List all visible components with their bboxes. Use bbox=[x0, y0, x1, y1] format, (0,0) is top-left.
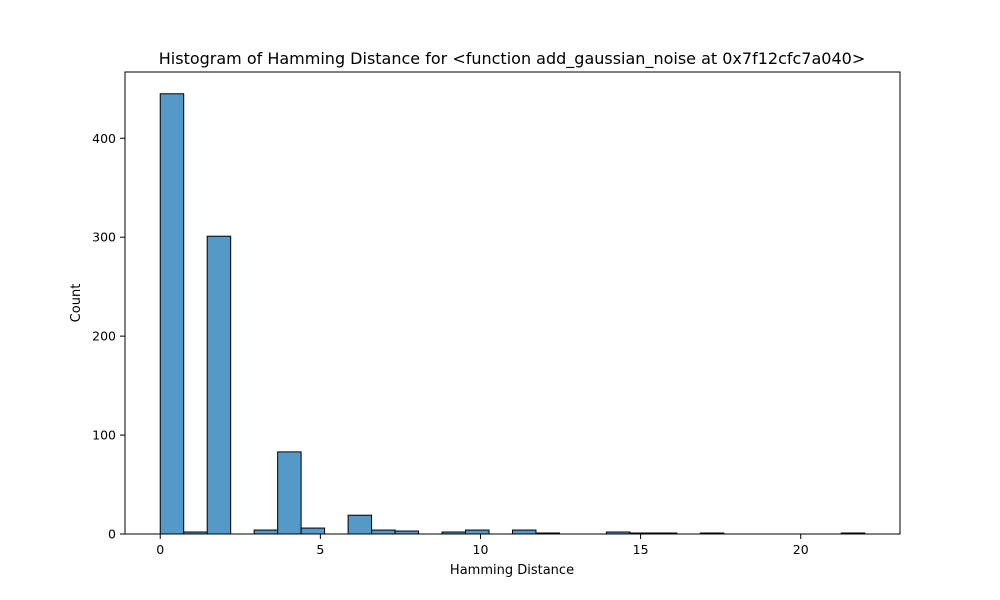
x-tick-label: 20 bbox=[793, 542, 809, 557]
histogram-bar bbox=[253, 529, 279, 535]
histogram-bar bbox=[277, 451, 302, 535]
histogram-bar bbox=[206, 235, 232, 535]
y-tick-label: 0 bbox=[108, 527, 116, 542]
x-tick-label: 15 bbox=[633, 542, 649, 557]
histogram-bar bbox=[159, 93, 185, 535]
y-tick-label: 400 bbox=[92, 131, 116, 146]
plot-frame bbox=[124, 71, 901, 535]
x-tick-label: 10 bbox=[473, 542, 489, 557]
histogram-bar bbox=[465, 529, 490, 535]
y-ticks: 0 100 200 300 400 bbox=[92, 131, 125, 542]
y-tick-label: 300 bbox=[92, 230, 116, 245]
x-axis-label: Hamming Distance bbox=[450, 563, 574, 578]
x-ticks: 0 5 10 15 20 bbox=[156, 534, 809, 557]
y-tick-label: 200 bbox=[92, 329, 116, 344]
bars-group bbox=[159, 93, 866, 535]
y-axis-label: Count bbox=[69, 284, 84, 323]
histogram-bar bbox=[371, 529, 396, 535]
histogram-bar bbox=[300, 527, 326, 535]
chart-title: Histogram of Hamming Distance for <funct… bbox=[159, 49, 865, 69]
x-tick-label: 5 bbox=[316, 542, 324, 557]
y-tick-label: 100 bbox=[92, 428, 116, 443]
histogram-bar bbox=[511, 529, 537, 535]
x-tick-label: 0 bbox=[156, 542, 164, 557]
histogram-bar bbox=[347, 514, 373, 535]
